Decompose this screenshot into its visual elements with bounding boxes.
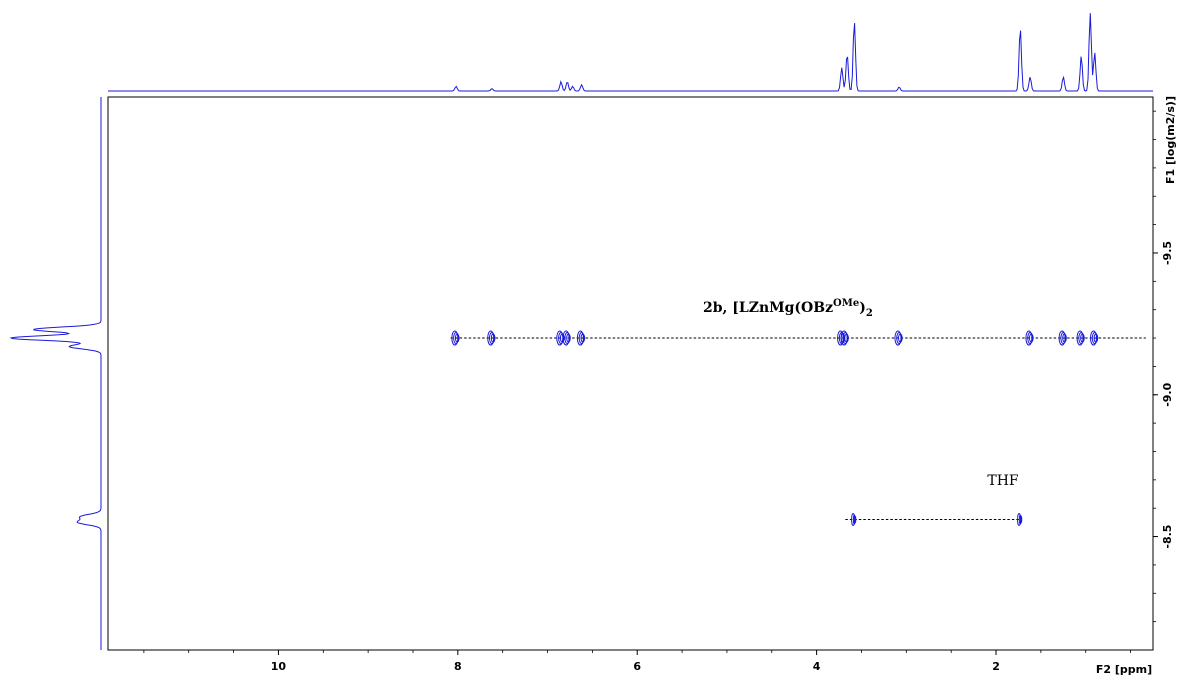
y-axis-ticks: -9.5 -9.0 -8.5 bbox=[1153, 110, 1174, 623]
cross-peak bbox=[451, 330, 460, 346]
cross-peak bbox=[576, 330, 586, 346]
cross-peak bbox=[840, 330, 849, 346]
cross-peak bbox=[1017, 513, 1023, 527]
y-tick-label: -9.0 bbox=[1161, 382, 1174, 406]
f1-projection-trace bbox=[9, 97, 102, 650]
x-tick-label: 2 bbox=[992, 660, 1000, 673]
cross-peak bbox=[562, 330, 571, 346]
x-tick-label: 8 bbox=[454, 660, 462, 673]
f2-projection-spectrum bbox=[108, 13, 1153, 92]
x-axis-ticks: 10 8 6 4 2 bbox=[143, 650, 1131, 673]
y-tick-label: -8.5 bbox=[1161, 525, 1174, 549]
x-axis-label: F2 [ppm] bbox=[1096, 663, 1152, 676]
f2-projection-trace bbox=[108, 13, 1153, 92]
x-tick-label: 4 bbox=[813, 660, 821, 673]
x-tick-label: 10 bbox=[271, 660, 287, 673]
plot-frame bbox=[107, 96, 1154, 651]
series-layer bbox=[450, 330, 1146, 527]
series-label-2b: 2b, [LZnMg(OBzOMe)2 bbox=[703, 298, 873, 319]
f1-projection-spectrum bbox=[9, 97, 102, 650]
cross-peak bbox=[1089, 330, 1099, 346]
series-label-thf: THF bbox=[987, 473, 1019, 489]
cross-peak bbox=[487, 330, 496, 346]
cross-peak bbox=[1076, 330, 1085, 346]
y-tick-label: -9.5 bbox=[1161, 241, 1174, 265]
cross-peak bbox=[1058, 330, 1067, 346]
cross-peak bbox=[1025, 330, 1034, 346]
cross-peak bbox=[894, 330, 903, 346]
cross-peak bbox=[851, 513, 857, 527]
y-axis-label: F1 [log(m2/s)] bbox=[1164, 96, 1177, 184]
x-tick-label: 6 bbox=[633, 660, 641, 673]
